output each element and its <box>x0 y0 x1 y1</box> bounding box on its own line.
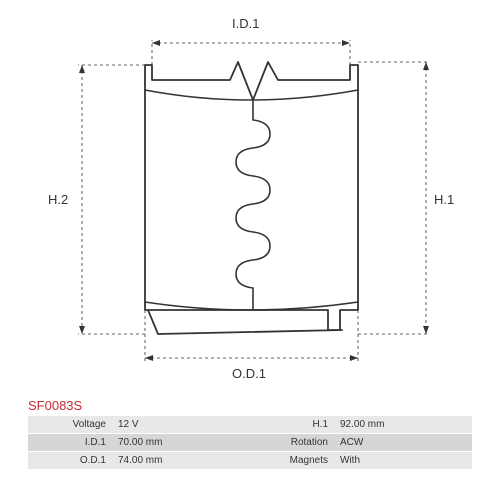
table-row: O.D.174.00 mmMagnetsWith <box>28 452 472 470</box>
spec-label: Magnets <box>250 452 340 470</box>
spec-value: 74.00 mm <box>118 452 250 470</box>
spec-label: O.D.1 <box>28 452 118 470</box>
label-h1: H.1 <box>434 192 454 207</box>
part-code: SF0083S <box>28 398 82 413</box>
spec-value: ACW <box>340 434 472 452</box>
spec-table: Voltage12 VH.192.00 mmI.D.170.00 mmRotat… <box>28 416 472 470</box>
spec-label: Rotation <box>250 434 340 452</box>
spec-value: With <box>340 452 472 470</box>
diagram-svg <box>30 10 470 390</box>
spec-value: 12 V <box>118 416 250 434</box>
table-row: Voltage12 VH.192.00 mm <box>28 416 472 434</box>
label-od1: O.D.1 <box>232 366 266 381</box>
spec-value: 70.00 mm <box>118 434 250 452</box>
table-row: I.D.170.00 mmRotationACW <box>28 434 472 452</box>
spec-label: H.1 <box>250 416 340 434</box>
spec-value: 92.00 mm <box>340 416 472 434</box>
spec-label: I.D.1 <box>28 434 118 452</box>
spec-label: Voltage <box>28 416 118 434</box>
label-h2: H.2 <box>48 192 68 207</box>
label-id1: I.D.1 <box>232 16 259 31</box>
technical-diagram: I.D.1 O.D.1 H.1 H.2 <box>30 10 470 390</box>
